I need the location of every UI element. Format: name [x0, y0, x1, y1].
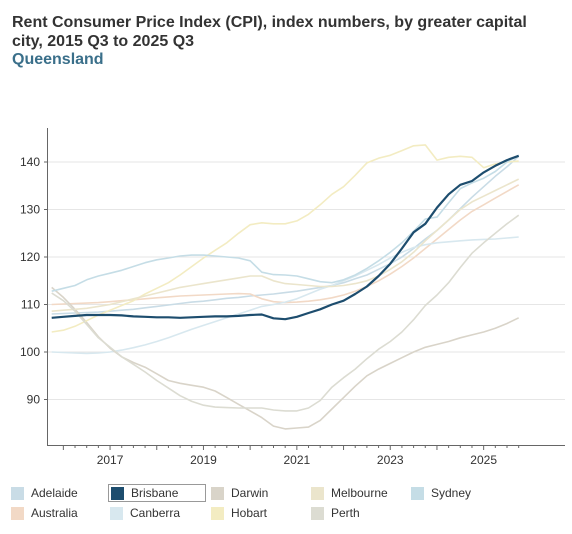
- series-line-darwin[interactable]: [51, 286, 520, 430]
- line-chart: 90 100 110 120 130 140 2017 2019 2021 2023 2025: [20, 128, 565, 467]
- x-tick-labels: 2017 2019 2021 2023 2025: [62, 445, 520, 467]
- legend-item-melbourne[interactable]: Melbourne: [311, 484, 388, 502]
- legend-label: Melbourne: [331, 486, 388, 500]
- legend-item-australia[interactable]: Australia: [11, 504, 78, 522]
- y-tick-label: 100: [20, 345, 40, 359]
- legend-item-perth[interactable]: Perth: [311, 504, 360, 522]
- series-line-hobart[interactable]: [51, 144, 519, 333]
- legend-label: Hobart: [231, 506, 268, 520]
- y-tick-label: 90: [27, 393, 41, 407]
- legend-swatch: [11, 506, 24, 520]
- x-tick-label: 2021: [283, 453, 310, 467]
- series-line-brisbane[interactable]: [51, 154, 520, 321]
- grid-lines: [48, 161, 565, 400]
- y-tick-labels: 90 100 110 120 130 140: [20, 155, 48, 407]
- legend-swatch: [211, 486, 224, 500]
- series-line-canberra[interactable]: [51, 236, 519, 355]
- legend-label: Perth: [331, 506, 360, 520]
- legend-label: Brisbane: [131, 486, 179, 500]
- legend-item-canberra[interactable]: Canberra: [110, 504, 180, 522]
- y-tick-label: 130: [20, 203, 40, 217]
- legend-item-brisbane[interactable]: Brisbane: [108, 484, 206, 502]
- x-tick-label: 2023: [377, 453, 404, 467]
- legend-label: Sydney: [431, 486, 472, 500]
- legend-label: Darwin: [231, 486, 269, 500]
- y-tick-label: 120: [20, 250, 40, 264]
- x-tick-label: 2017: [97, 453, 124, 467]
- legend-label: Australia: [31, 506, 78, 520]
- legend-swatch: [311, 506, 324, 520]
- y-tick-label: 140: [20, 155, 40, 169]
- legend-swatch: [311, 486, 324, 500]
- series-line-sydney[interactable]: [51, 154, 520, 292]
- chart-subtitle: Queensland: [12, 51, 104, 68]
- series-line-melbourne[interactable]: [51, 178, 520, 312]
- x-tick-label: 2025: [470, 453, 497, 467]
- chart-title: Rent Consumer Price Index (CPI), index n…: [12, 14, 527, 50]
- legend-item-darwin[interactable]: Darwin: [211, 484, 268, 502]
- series-lines: [51, 144, 520, 430]
- legend-swatch: [11, 486, 24, 500]
- legend-label: Canberra: [130, 506, 181, 520]
- series-line-adelaide[interactable]: [51, 155, 520, 315]
- y-tick-label: 110: [21, 298, 40, 312]
- legend-swatch: [411, 486, 424, 500]
- legend-item-sydney[interactable]: Sydney: [411, 484, 471, 502]
- legend-swatch: [111, 486, 124, 500]
- x-tick-label: 2019: [190, 453, 217, 467]
- legend-swatch: [211, 506, 224, 520]
- legend-swatch: [110, 506, 123, 520]
- legend-item-adelaide[interactable]: Adelaide: [11, 484, 78, 502]
- legend-label: Adelaide: [31, 486, 78, 500]
- legend-item-hobart[interactable]: Hobart: [211, 504, 267, 522]
- series-line-perth[interactable]: [51, 214, 520, 412]
